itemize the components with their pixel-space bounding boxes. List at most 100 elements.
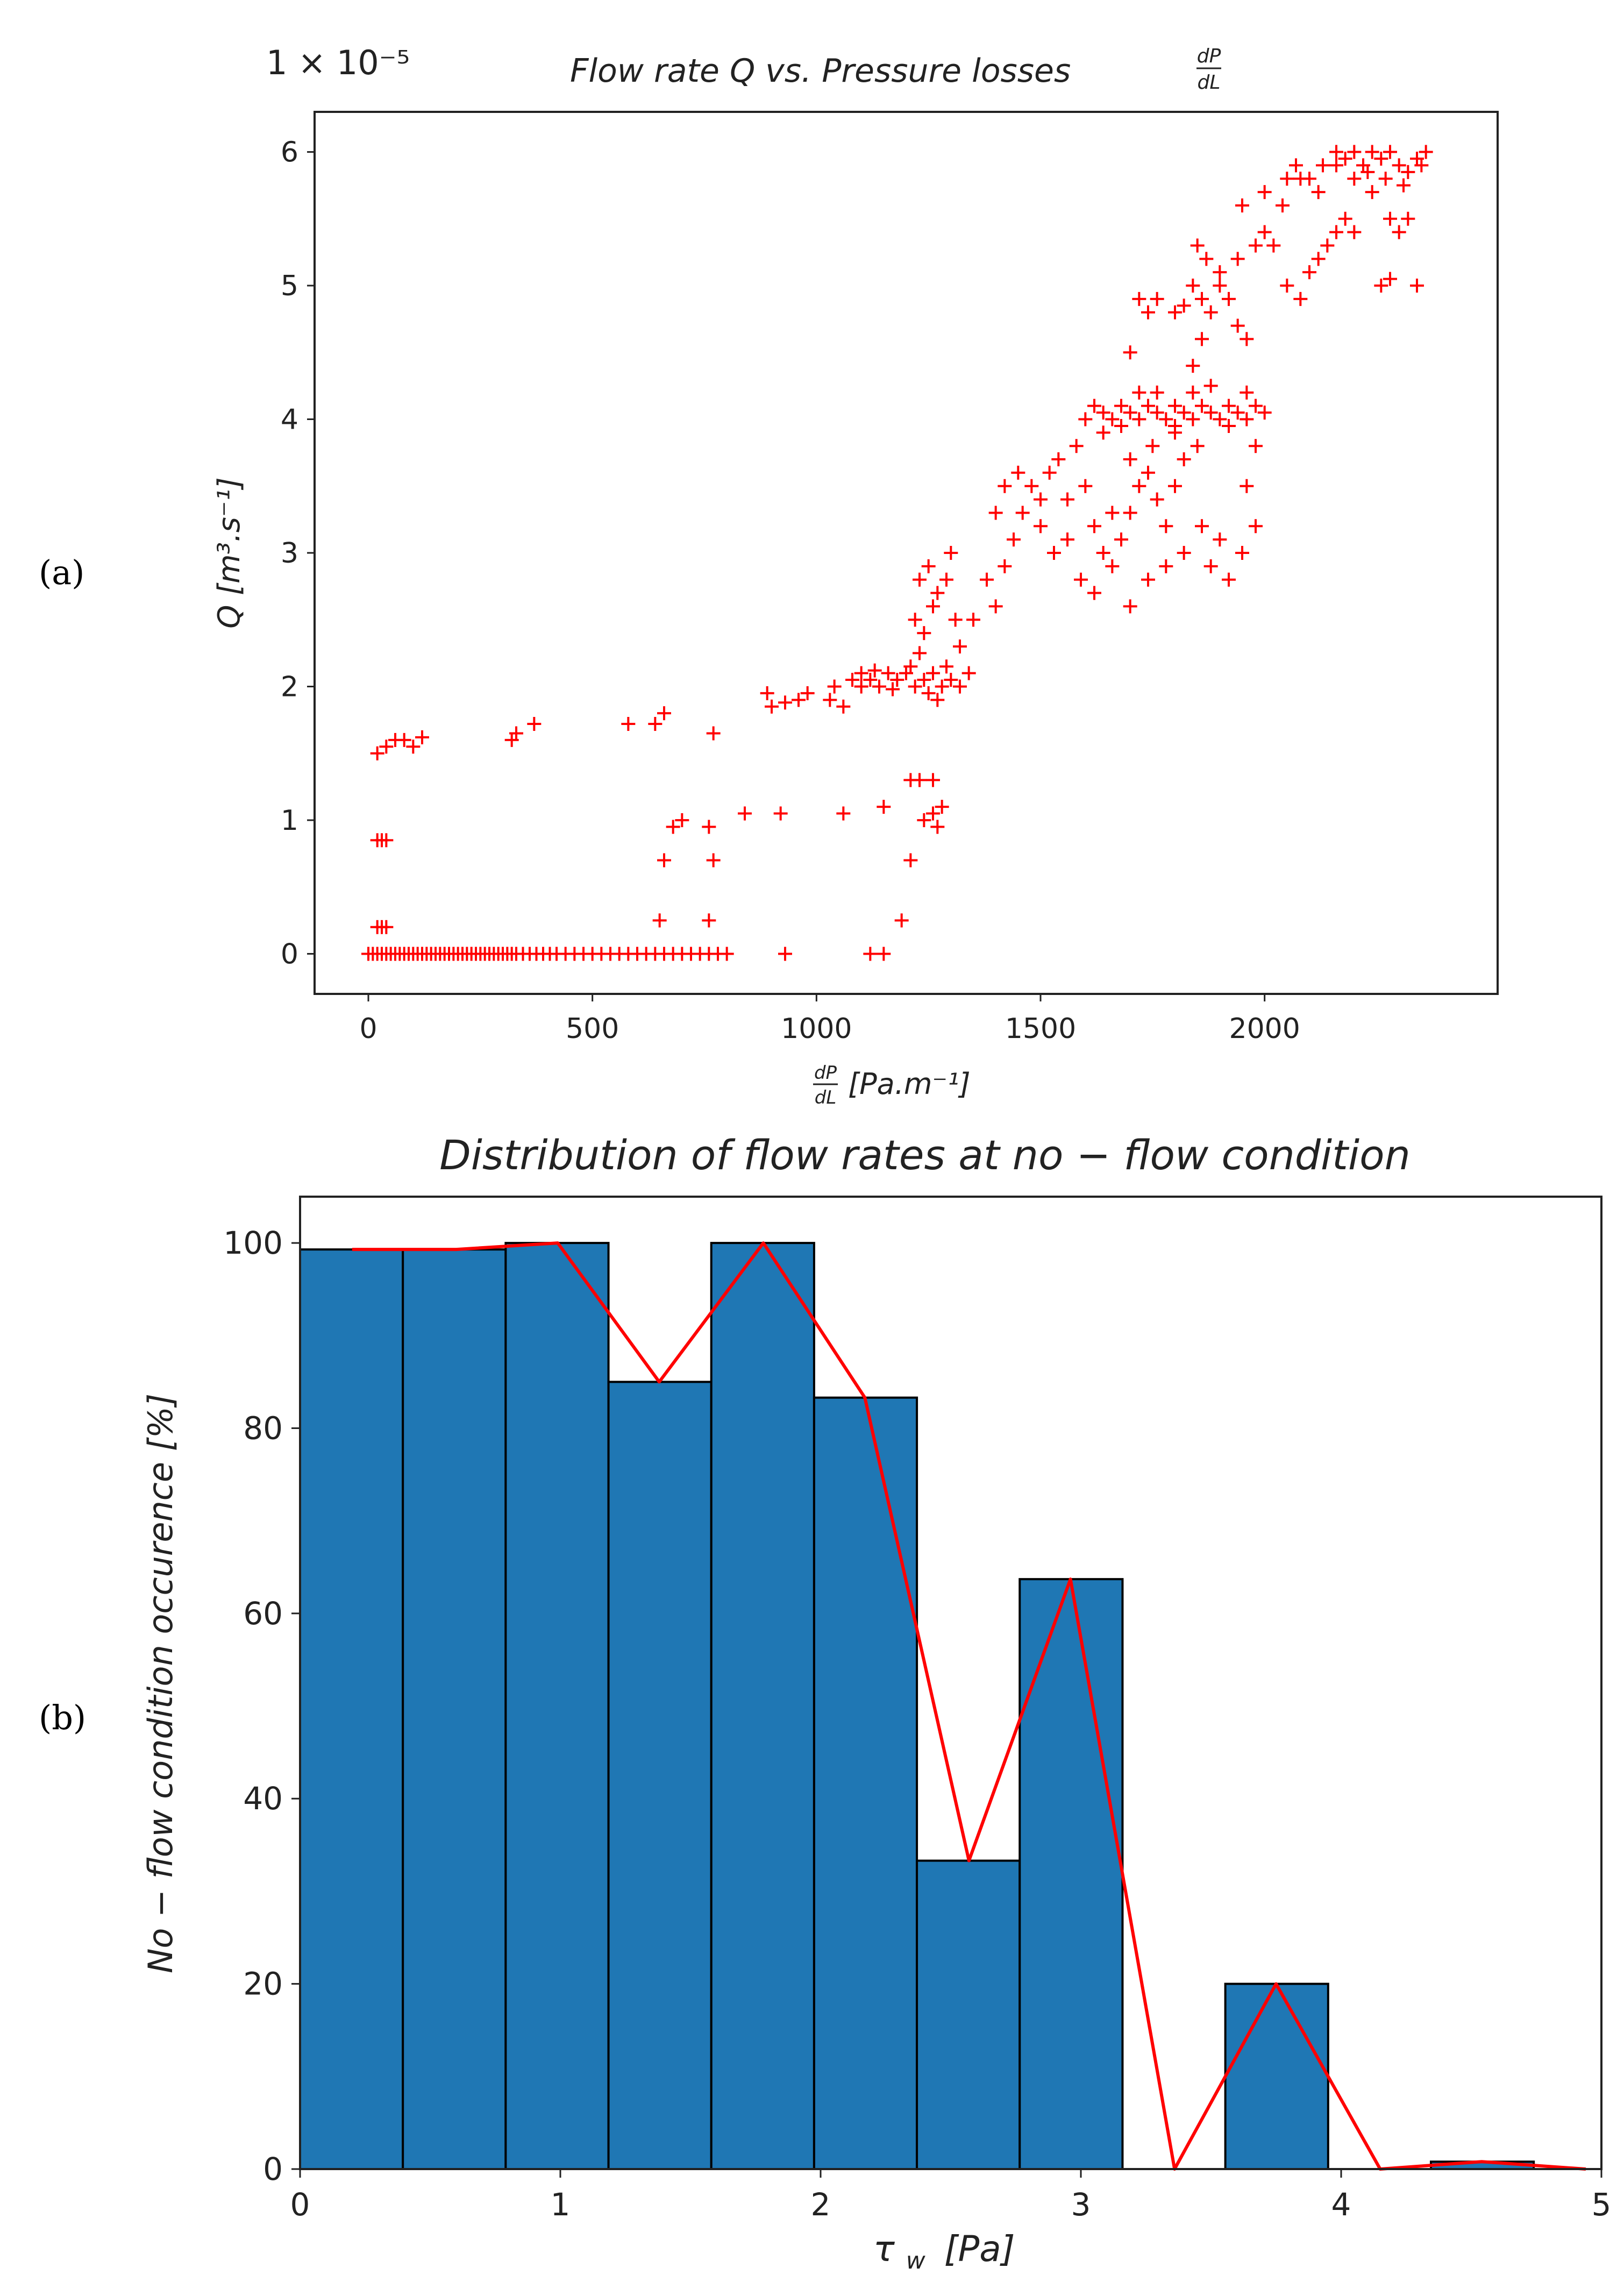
histogram-bar bbox=[1018, 1578, 1124, 2171]
data-point bbox=[1316, 158, 1330, 173]
data-point bbox=[706, 853, 721, 868]
data-point bbox=[1141, 465, 1155, 480]
data-point bbox=[1230, 318, 1245, 333]
chart-a-title-frac-den: dL bbox=[1198, 72, 1221, 94]
chart-b-x-tick-label: 2 bbox=[811, 2186, 831, 2223]
data-point bbox=[926, 773, 940, 787]
data-point bbox=[1011, 465, 1025, 480]
data-point bbox=[1105, 506, 1120, 520]
data-point bbox=[1347, 225, 1362, 239]
data-point bbox=[881, 666, 895, 680]
data-point bbox=[1177, 406, 1191, 420]
data-point bbox=[836, 806, 851, 821]
data-point bbox=[738, 806, 752, 821]
data-point bbox=[702, 820, 716, 834]
data-point bbox=[1096, 546, 1110, 560]
histogram-bar bbox=[607, 1381, 713, 2170]
data-point bbox=[998, 559, 1012, 573]
data-point bbox=[1141, 572, 1155, 587]
chart-a-x-label: dP dL [Pa.m⁻¹] bbox=[813, 1062, 971, 1108]
data-point bbox=[1203, 305, 1218, 319]
chart-a-points bbox=[361, 145, 1433, 961]
data-point bbox=[1338, 151, 1352, 166]
data-point bbox=[1078, 412, 1093, 426]
chart-a-x-tick-label: 500 bbox=[566, 1013, 619, 1045]
data-point bbox=[998, 479, 1012, 493]
data-point bbox=[1338, 211, 1352, 226]
data-point bbox=[527, 717, 542, 731]
chart-b-x-label-symbol: τ bbox=[873, 2228, 895, 2270]
data-point bbox=[1203, 559, 1218, 573]
data-point bbox=[1329, 145, 1343, 159]
chart-b-x-label: τ w [Pa] bbox=[873, 2228, 1015, 2274]
data-point bbox=[1159, 519, 1173, 534]
chart-a-y-tick-label: 3 bbox=[281, 537, 298, 570]
chart-a-x-tick-label: 2000 bbox=[1229, 1013, 1300, 1045]
chart-b-y-tick-label: 0 bbox=[263, 2151, 283, 2187]
chart-a-x-tick-label: 1500 bbox=[1005, 1013, 1076, 1045]
data-point bbox=[1240, 412, 1254, 426]
data-point bbox=[1190, 238, 1205, 253]
data-point bbox=[1280, 172, 1294, 186]
data-point bbox=[666, 820, 680, 834]
data-point bbox=[1034, 492, 1048, 507]
data-point bbox=[1034, 519, 1048, 534]
scatter-chart-flow-vs-pressure: 1 × 10⁻⁵ Flow rate Q vs. Pressure losses… bbox=[212, 43, 1499, 1108]
data-point bbox=[1365, 145, 1379, 159]
data-point bbox=[397, 733, 411, 747]
chart-a-y-axis: 0 1 2 3 4 5 6 bbox=[281, 137, 315, 970]
data-point bbox=[792, 693, 806, 707]
data-point bbox=[1159, 412, 1173, 426]
data-point bbox=[1266, 238, 1281, 253]
data-point bbox=[1150, 406, 1164, 420]
data-point bbox=[1096, 425, 1110, 440]
data-point bbox=[800, 686, 815, 700]
data-point bbox=[778, 695, 792, 710]
data-point bbox=[935, 800, 949, 814]
chart-a-x-label-frac-den: dL bbox=[815, 1087, 837, 1108]
data-point bbox=[930, 586, 945, 600]
data-point bbox=[621, 717, 636, 731]
data-point bbox=[1249, 439, 1263, 453]
chart-a-title-text: Flow rate Q vs. Pressure losses bbox=[570, 52, 1071, 90]
data-point bbox=[917, 673, 931, 687]
data-point bbox=[1105, 559, 1120, 573]
data-point bbox=[1114, 418, 1128, 433]
data-point bbox=[921, 686, 936, 700]
data-point bbox=[657, 853, 671, 868]
chart-a-plot-area bbox=[314, 111, 1499, 995]
data-point bbox=[773, 806, 788, 821]
chart-a-y-label-text: Q [m³.s⁻¹] bbox=[212, 477, 247, 629]
data-point bbox=[1132, 479, 1146, 493]
data-point bbox=[948, 613, 963, 627]
data-point bbox=[1240, 385, 1254, 400]
data-point bbox=[1222, 292, 1236, 306]
data-point bbox=[648, 717, 663, 731]
data-point bbox=[939, 572, 953, 587]
data-point bbox=[1168, 305, 1182, 319]
data-point bbox=[379, 740, 394, 754]
data-point bbox=[1123, 599, 1137, 614]
data-point bbox=[926, 599, 940, 614]
data-point bbox=[845, 673, 859, 687]
data-point bbox=[1087, 399, 1101, 413]
data-point bbox=[1302, 172, 1316, 186]
data-point bbox=[836, 699, 851, 714]
data-point bbox=[1401, 165, 1415, 179]
chart-b-y-tick-label: 80 bbox=[243, 1410, 283, 1446]
histogram-bar bbox=[299, 1248, 404, 2171]
data-point bbox=[1383, 211, 1397, 226]
data-point bbox=[886, 682, 900, 696]
data-point bbox=[509, 726, 523, 741]
chart-a-x-label-units: [Pa.m⁻¹] bbox=[848, 1067, 971, 1101]
data-point bbox=[1007, 532, 1021, 547]
data-point bbox=[854, 679, 868, 694]
data-point bbox=[926, 806, 940, 821]
bar-chart-no-flow-distribution: Distribution of flow rates at no − flow … bbox=[141, 1131, 1611, 2274]
data-point bbox=[1190, 439, 1205, 453]
data-point bbox=[1383, 272, 1397, 286]
data-point bbox=[1347, 172, 1362, 186]
data-point bbox=[1320, 238, 1335, 253]
data-point bbox=[1230, 406, 1245, 420]
data-point bbox=[706, 726, 721, 741]
